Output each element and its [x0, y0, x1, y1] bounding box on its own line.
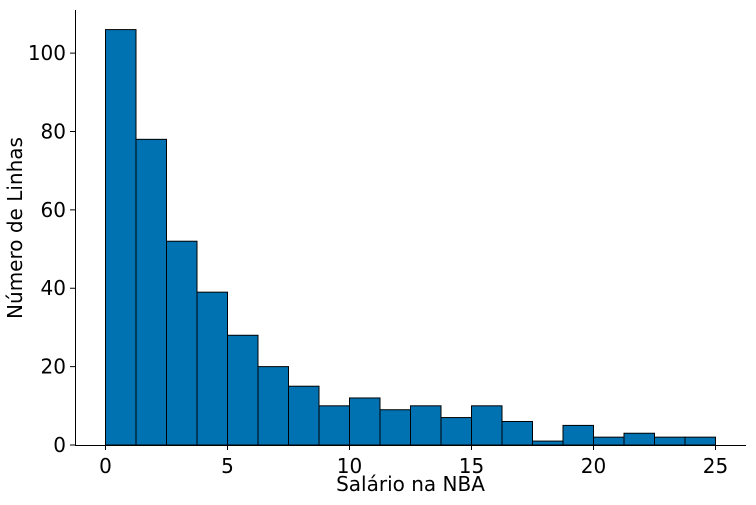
histogram-bar [471, 405, 503, 446]
y-axis-label: Número de Linhas [3, 137, 27, 319]
histogram-bar [501, 420, 533, 446]
histogram-bar [318, 405, 350, 446]
histogram-bar [532, 440, 564, 446]
x-axis-label: Salário na NBA [336, 472, 485, 496]
x-ticks-layer: 0 5 10 15 20 25 [99, 445, 728, 478]
histogram-bar [379, 409, 411, 446]
bars-layer [105, 29, 716, 446]
histogram-bar [562, 424, 594, 446]
histogram-bar [654, 436, 686, 446]
histogram-bar [623, 432, 655, 446]
y-tick-label: 80 [41, 119, 66, 143]
y-tick-label: 20 [41, 355, 66, 379]
histogram-bar [257, 366, 289, 446]
y-tick-label: 100 [28, 41, 66, 65]
histogram-bar [196, 291, 228, 446]
y-tick-label: 60 [41, 198, 66, 222]
histogram-bar [593, 436, 625, 446]
histogram-bar [684, 436, 716, 446]
x-tick-label: 25 [703, 454, 728, 478]
histogram-bar [105, 29, 137, 446]
x-tick-label: 0 [99, 454, 112, 478]
y-tick-label: 40 [41, 276, 66, 300]
x-tick-label: 15 [459, 454, 484, 478]
histogram-bar [135, 138, 167, 446]
x-tick-label: 20 [581, 454, 606, 478]
x-tick-label: 5 [221, 454, 234, 478]
histogram-bar [227, 334, 259, 446]
y-ticks-layer: 0 20 40 60 80 100 [28, 41, 75, 457]
x-tick-label: 10 [337, 454, 362, 478]
y-tick-label: 0 [53, 433, 66, 457]
histogram-bar [440, 417, 472, 446]
histogram-bar [288, 385, 320, 446]
histogram-bar [410, 405, 442, 446]
histogram-bar [166, 240, 198, 446]
histogram-bar [349, 397, 381, 446]
